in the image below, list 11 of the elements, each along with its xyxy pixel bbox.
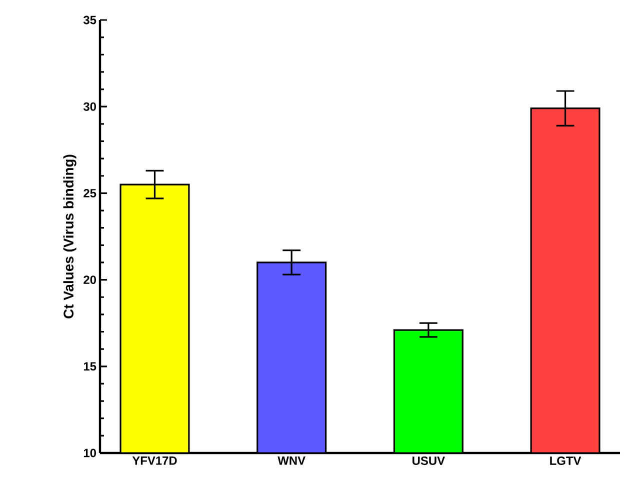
- x-tick-label: USUV: [412, 456, 445, 465]
- y-tick-label: 20: [84, 276, 96, 284]
- y-tick-label: 10: [84, 448, 96, 458]
- x-tick-label: YFV17D: [132, 456, 177, 465]
- y-tick-label: 15: [84, 362, 96, 371]
- x-tick-label: WNV: [278, 456, 306, 465]
- y-axis-title: Ct Values (Virus binding): [63, 154, 76, 318]
- y-tick-label: 30: [83, 102, 96, 111]
- y-tick-label: 35: [83, 16, 96, 24]
- x-tick-label: LGTV: [550, 456, 582, 465]
- y-tick-label: 25: [84, 188, 96, 198]
